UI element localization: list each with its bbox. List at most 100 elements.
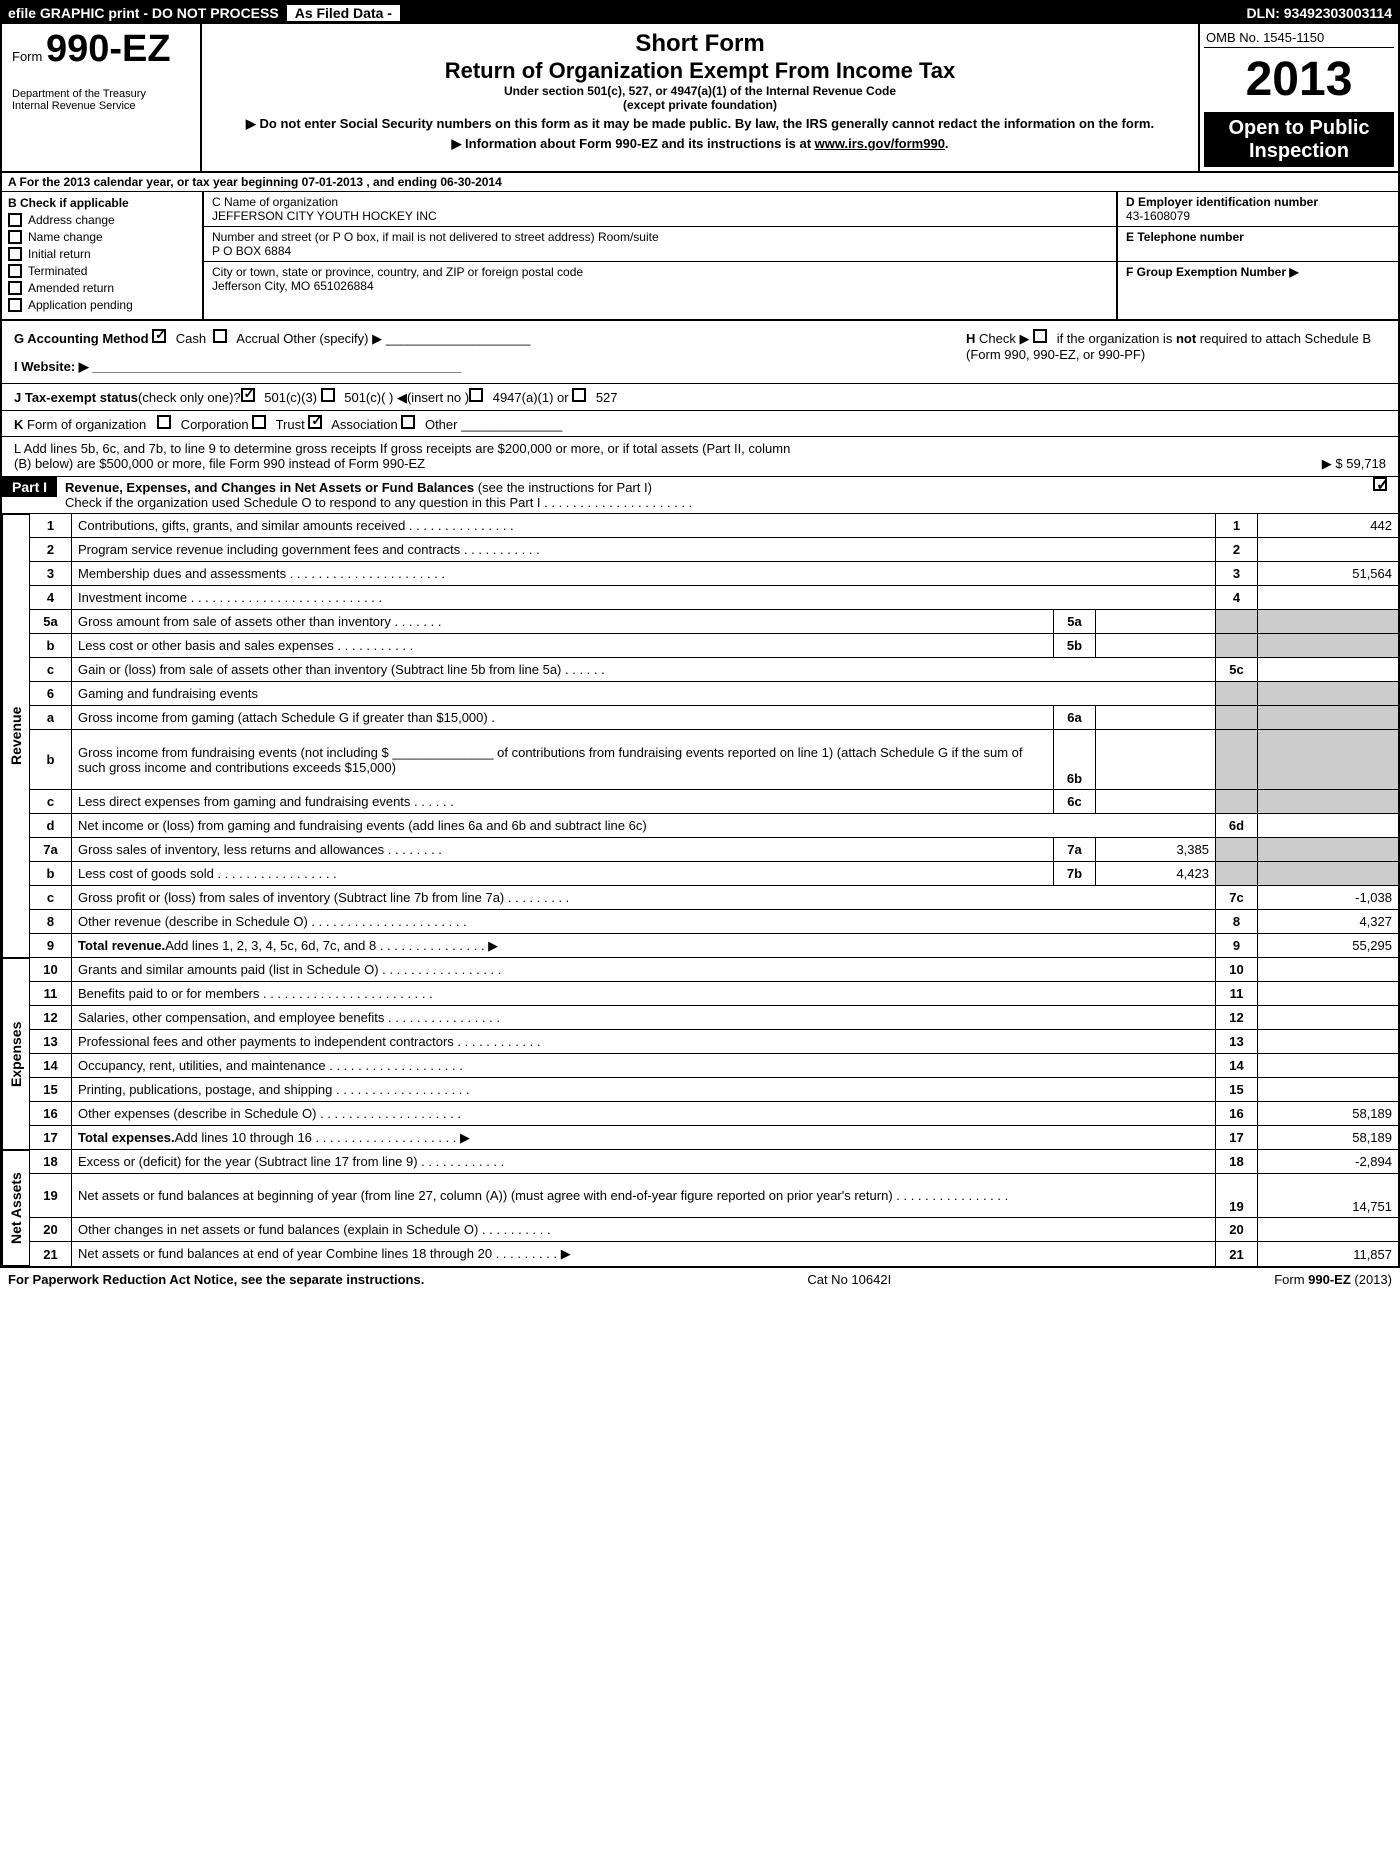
form-number: 990-EZ: [46, 28, 171, 70]
checkbox-other[interactable]: [401, 415, 415, 429]
checkbox-parti[interactable]: [1373, 477, 1387, 491]
line-7c: c Gross profit or (loss) from sales of i…: [30, 886, 1398, 910]
footer: For Paperwork Reduction Act Notice, see …: [0, 1268, 1400, 1291]
d-label: D Employer identification number: [1126, 195, 1390, 209]
dln-text: DLN: 93492303003114: [1246, 5, 1392, 21]
line-6d: d Net income or (loss) from gaming and f…: [30, 814, 1398, 838]
check-initial[interactable]: Initial return: [8, 247, 196, 261]
checkbox-icon[interactable]: [8, 281, 22, 295]
part-i-label: Part I: [2, 477, 57, 497]
open1: Open to Public: [1208, 117, 1390, 140]
line-9: 9 Total revenue. Add lines 1, 2, 3, 4, 5…: [30, 934, 1398, 958]
return-title: Return of Organization Exempt From Incom…: [214, 58, 1186, 84]
h-row: H Check ▶ if the organization is not req…: [966, 329, 1386, 375]
netassets-label: Net Assets: [2, 1150, 30, 1266]
check-terminated[interactable]: Terminated: [8, 264, 196, 278]
checkbox-accrual[interactable]: [213, 329, 227, 343]
part-i-check-text: Check if the organization used Schedule …: [65, 495, 692, 510]
k-row: K Form of organization Corporation Trust…: [2, 411, 1398, 437]
line-8: 8 Other revenue (describe in Schedule O)…: [30, 910, 1398, 934]
checkbox-trust[interactable]: [252, 415, 266, 429]
short-form-title: Short Form: [214, 30, 1186, 58]
checkbox-icon[interactable]: [8, 230, 22, 244]
line-19: 19 Net assets or fund balances at beginn…: [30, 1174, 1398, 1218]
l-row: L Add lines 5b, 6c, and 7b, to line 9 to…: [2, 437, 1398, 477]
ein-box: D Employer identification number 43-1608…: [1118, 192, 1398, 227]
org-city-box: City or town, state or province, country…: [204, 262, 1116, 296]
asfiled-box: As Filed Data -: [287, 5, 400, 21]
check-amended[interactable]: Amended return: [8, 281, 196, 295]
under-section: Under section 501(c), 527, or 4947(a)(1)…: [214, 84, 1186, 98]
footer-right: Form 990-EZ (2013): [1274, 1272, 1392, 1287]
check-pending[interactable]: Application pending: [8, 298, 196, 312]
part-i-checkmark: [1368, 477, 1398, 496]
checkbox-icon[interactable]: [8, 264, 22, 278]
phone-box: E Telephone number: [1118, 227, 1398, 262]
checkbox-assoc[interactable]: [308, 415, 322, 429]
line-13: 13 Professional fees and other payments …: [30, 1030, 1398, 1054]
group-box: F Group Exemption Number ▶: [1118, 262, 1398, 282]
g-row: G Accounting Method Cash Accrual Other (…: [14, 329, 886, 375]
bullet2: ▶ Information about Form 990-EZ and its …: [214, 136, 1186, 152]
checkbox-4947[interactable]: [469, 388, 483, 402]
checkbox-icon[interactable]: [8, 213, 22, 227]
line-5b: b Less cost or other basis and sales exp…: [30, 634, 1398, 658]
f-label: F Group Exemption Number ▶: [1126, 265, 1390, 279]
i-website: I Website: ▶ ___________________________…: [14, 359, 886, 375]
except-text: (except private foundation): [214, 98, 1186, 112]
e-label: E Telephone number: [1126, 230, 1390, 244]
form-prefix: Form: [12, 49, 42, 64]
line-14: 14 Occupancy, rent, utilities, and maint…: [30, 1054, 1398, 1078]
line-11: 11 Benefits paid to or for members . . .…: [30, 982, 1398, 1006]
city-label: City or town, state or province, country…: [212, 265, 1108, 279]
checkbox-h[interactable]: [1033, 329, 1047, 343]
netassets-section: Net Assets 18 Excess or (deficit) for th…: [2, 1150, 1398, 1266]
line-7b: b Less cost of goods sold . . . . . . . …: [30, 862, 1398, 886]
revenue-label: Revenue: [2, 514, 30, 958]
revenue-section: Revenue 1 Contributions, gifts, grants, …: [2, 514, 1398, 958]
street-label: Number and street (or P O box, if mail i…: [212, 230, 1108, 244]
row-a: A For the 2013 calendar year, or tax yea…: [2, 173, 1398, 192]
line-5c: c Gain or (loss) from sale of assets oth…: [30, 658, 1398, 682]
checkbox-corp[interactable]: [157, 415, 171, 429]
line-4: 4 Investment income . . . . . . . . . . …: [30, 586, 1398, 610]
checkbox-527[interactable]: [572, 388, 586, 402]
check-name[interactable]: Name change: [8, 230, 196, 244]
city: Jefferson City, MO 651026884: [212, 279, 1108, 293]
line-21: 21 Net assets or fund balances at end of…: [30, 1242, 1398, 1266]
form-container: efile GRAPHIC print - DO NOT PROCESS As …: [0, 0, 1400, 1268]
line-2: 2 Program service revenue including gove…: [30, 538, 1398, 562]
expenses-section: Expenses 10 Grants and similar amounts p…: [2, 958, 1398, 1150]
header-row: Form 990-EZ Department of the Treasury I…: [2, 24, 1398, 173]
open-public: Open to Public Inspection: [1204, 113, 1394, 167]
check-b-label: B Check if applicable: [8, 196, 196, 210]
header-center: Short Form Return of Organization Exempt…: [202, 24, 1198, 171]
dept2: Internal Revenue Service: [12, 100, 190, 112]
checkbox-icon[interactable]: [8, 247, 22, 261]
line-17: 17 Total expenses. Add lines 10 through …: [30, 1126, 1398, 1150]
line-6a: a Gross income from gaming (attach Sched…: [30, 706, 1398, 730]
gh-row: G Accounting Method Cash Accrual Other (…: [2, 321, 1398, 384]
line-10: 10 Grants and similar amounts paid (list…: [30, 958, 1398, 982]
checkbox-icon[interactable]: [8, 298, 22, 312]
check-address[interactable]: Address change: [8, 213, 196, 227]
line-1: 1 Contributions, gifts, grants, and simi…: [30, 514, 1398, 538]
footer-center: Cat No 10642I: [807, 1272, 891, 1287]
part-i-title: Revenue, Expenses, and Changes in Net As…: [65, 480, 474, 495]
line-20: 20 Other changes in net assets or fund b…: [30, 1218, 1398, 1242]
footer-left: For Paperwork Reduction Act Notice, see …: [8, 1272, 424, 1287]
checkbox-501c[interactable]: [321, 388, 335, 402]
line-18: 18 Excess or (deficit) for the year (Sub…: [30, 1150, 1398, 1174]
expenses-label: Expenses: [2, 958, 30, 1150]
line-6b: b Gross income from fundraising events (…: [30, 730, 1398, 790]
line-5a: 5a Gross amount from sale of assets othe…: [30, 610, 1398, 634]
line-6: 6 Gaming and fundraising events: [30, 682, 1398, 706]
checkbox-cash[interactable]: [152, 329, 166, 343]
part-i-subtitle: (see the instructions for Part I): [478, 480, 652, 495]
org-info-col: C Name of organization JEFFERSON CITY YO…: [202, 192, 1118, 319]
org-street-box: Number and street (or P O box, if mail i…: [204, 227, 1116, 262]
street: P O BOX 6884: [212, 244, 1108, 258]
dept1: Department of the Treasury: [12, 88, 190, 100]
l-val: ▶ $ 59,718: [1322, 456, 1386, 472]
checkbox-501c3[interactable]: [241, 388, 255, 402]
